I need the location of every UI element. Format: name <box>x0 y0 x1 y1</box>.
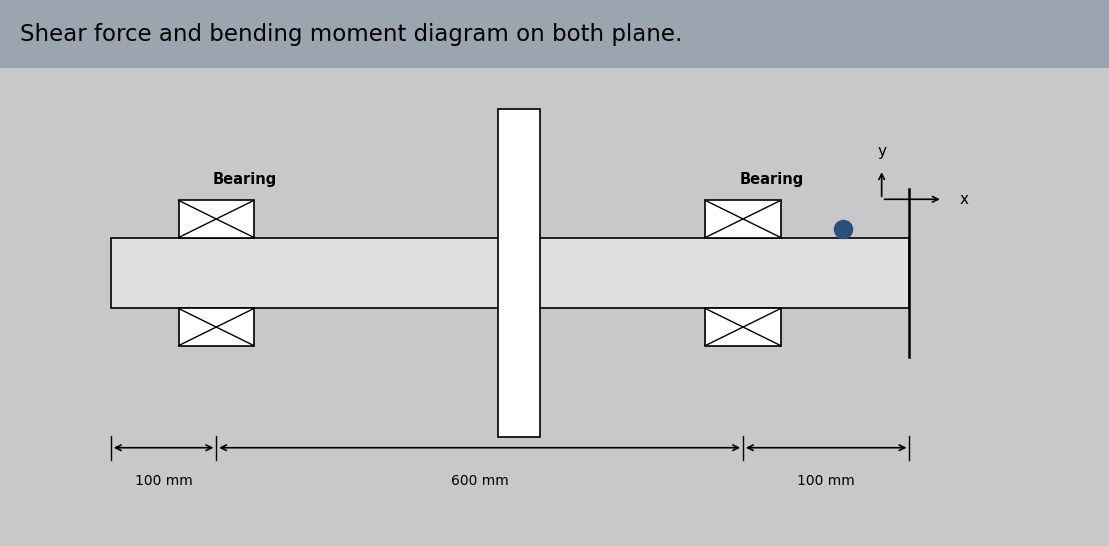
Text: Shear force and bending moment diagram on both plane.: Shear force and bending moment diagram o… <box>20 23 682 46</box>
Bar <box>0 0 1109 68</box>
Bar <box>705 308 781 346</box>
Text: y: y <box>877 145 886 159</box>
Text: x: x <box>959 192 968 207</box>
Text: 100 mm: 100 mm <box>134 474 193 488</box>
Text: 600 mm: 600 mm <box>450 474 509 488</box>
Text: Bearing: Bearing <box>740 172 804 187</box>
Bar <box>179 200 254 238</box>
Bar <box>179 308 254 346</box>
Bar <box>705 200 781 238</box>
Bar <box>498 109 540 437</box>
Text: 100 mm: 100 mm <box>797 474 855 488</box>
Text: Bearing: Bearing <box>213 172 277 187</box>
Bar <box>111 238 909 308</box>
